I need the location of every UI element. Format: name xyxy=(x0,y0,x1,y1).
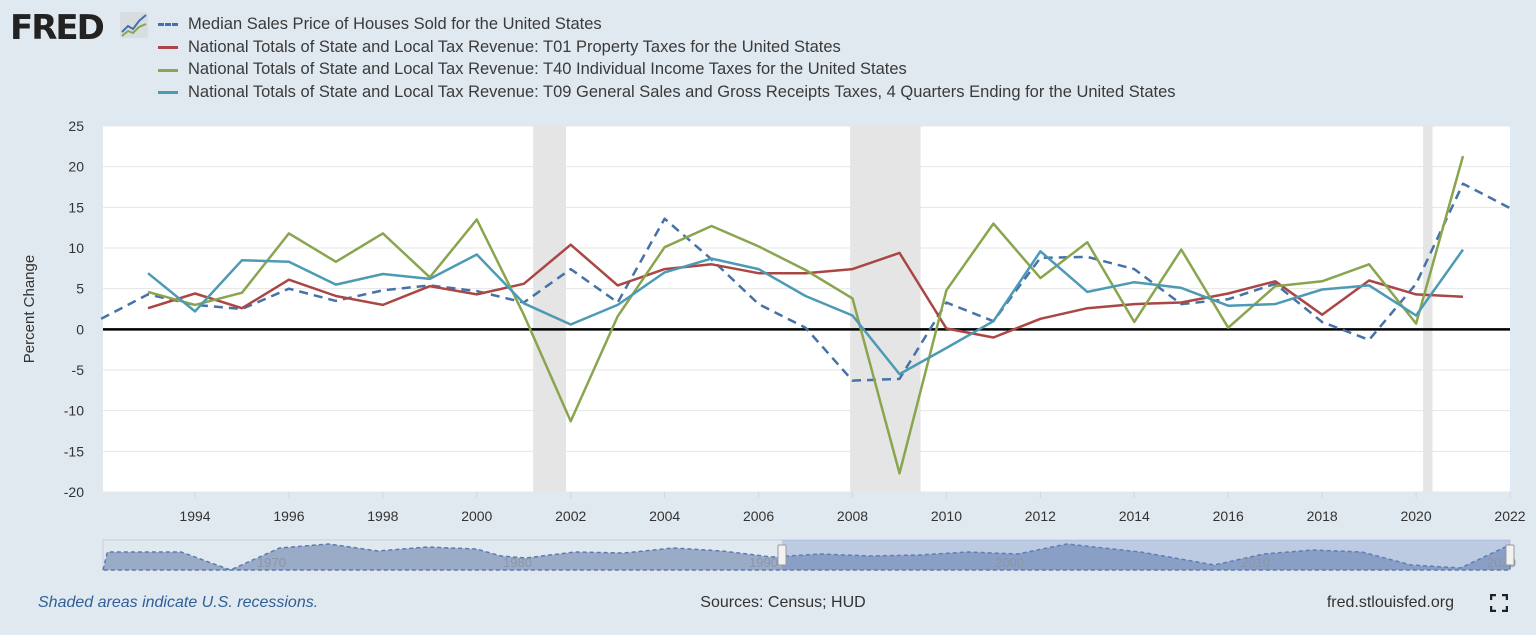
legend-swatch xyxy=(158,23,178,27)
x-tick-label: 2018 xyxy=(1307,508,1338,524)
x-tick-label: 2002 xyxy=(555,508,586,524)
series-line-1 xyxy=(100,182,1511,382)
navigator-series xyxy=(102,543,1511,571)
y-tick-label: 5 xyxy=(76,281,84,297)
legend-swatch xyxy=(158,91,178,95)
y-tick-label: -20 xyxy=(64,484,84,500)
series-line-4 xyxy=(147,248,1465,376)
legend-item[interactable]: National Totals of State and Local Tax R… xyxy=(158,58,907,80)
y-tick-label: 20 xyxy=(68,159,84,175)
y-tick-label: -15 xyxy=(64,443,84,459)
y-tick-label: 10 xyxy=(68,240,84,256)
x-tick-label: 2004 xyxy=(649,508,680,524)
plot-area xyxy=(103,126,1510,492)
legend-label: National Totals of State and Local Tax R… xyxy=(188,60,907,79)
y-axis-label: Percent Change xyxy=(21,255,38,363)
legend-swatch xyxy=(158,45,178,49)
x-tick-label: 2012 xyxy=(1025,508,1056,524)
x-tick-label: 2008 xyxy=(837,508,868,524)
navigator-label: 1990 xyxy=(749,555,778,570)
y-tick-label: -5 xyxy=(72,362,85,378)
legend-item[interactable]: National Totals of State and Local Tax R… xyxy=(158,36,841,58)
x-tick-label: 1998 xyxy=(367,508,398,524)
x-tick-label: 1996 xyxy=(273,508,304,524)
navigator-label: 1970 xyxy=(257,555,286,570)
site-link[interactable]: fred.stlouisfed.org xyxy=(1326,594,1454,611)
x-tick-label: 2016 xyxy=(1213,508,1244,524)
y-tick-label: 25 xyxy=(68,118,84,134)
legend-swatch xyxy=(158,68,178,72)
legend-label: National Totals of State and Local Tax R… xyxy=(188,37,841,56)
fred-logo[interactable]: FRED xyxy=(10,8,105,48)
y-tick-label: 0 xyxy=(76,321,84,337)
recession-band xyxy=(1423,126,1433,492)
fred-logo-chart-icon xyxy=(120,12,148,38)
series-line-2 xyxy=(147,243,1464,339)
x-tick-label: 2020 xyxy=(1400,508,1431,524)
legend-label: Median Sales Price of Houses Sold for th… xyxy=(188,15,602,33)
x-tick-label: 2022 xyxy=(1494,508,1525,524)
recession-note: Shaded areas indicate U.S. recessions. xyxy=(38,594,319,611)
series-line-3 xyxy=(147,155,1465,475)
legend-item[interactable]: National Totals of State and Local Tax R… xyxy=(158,81,1176,103)
legend-item[interactable]: Median Sales Price of Houses Sold for th… xyxy=(158,13,602,35)
x-tick-label: 2014 xyxy=(1119,508,1150,524)
navigator-handle[interactable] xyxy=(777,544,787,566)
x-tick-label: 2000 xyxy=(461,508,492,524)
y-tick-label: -10 xyxy=(64,403,84,419)
y-tick-label: 15 xyxy=(68,199,84,215)
navigator-handle[interactable] xyxy=(1505,544,1515,566)
x-tick-label: 2006 xyxy=(743,508,774,524)
fullscreen-icon[interactable] xyxy=(1489,593,1509,613)
navigator-label: 2000 xyxy=(995,555,1024,570)
x-tick-label: 2010 xyxy=(931,508,962,524)
navigator-selection xyxy=(782,540,1510,570)
recession-band xyxy=(850,126,921,492)
x-tick-label: 1994 xyxy=(179,508,210,524)
sources-text: Sources: Census; HUD xyxy=(700,594,866,611)
navigator-label: 1980 xyxy=(503,555,532,570)
legend-label: National Totals of State and Local Tax R… xyxy=(188,83,1176,102)
navigator-label: 2010 xyxy=(1241,555,1270,570)
